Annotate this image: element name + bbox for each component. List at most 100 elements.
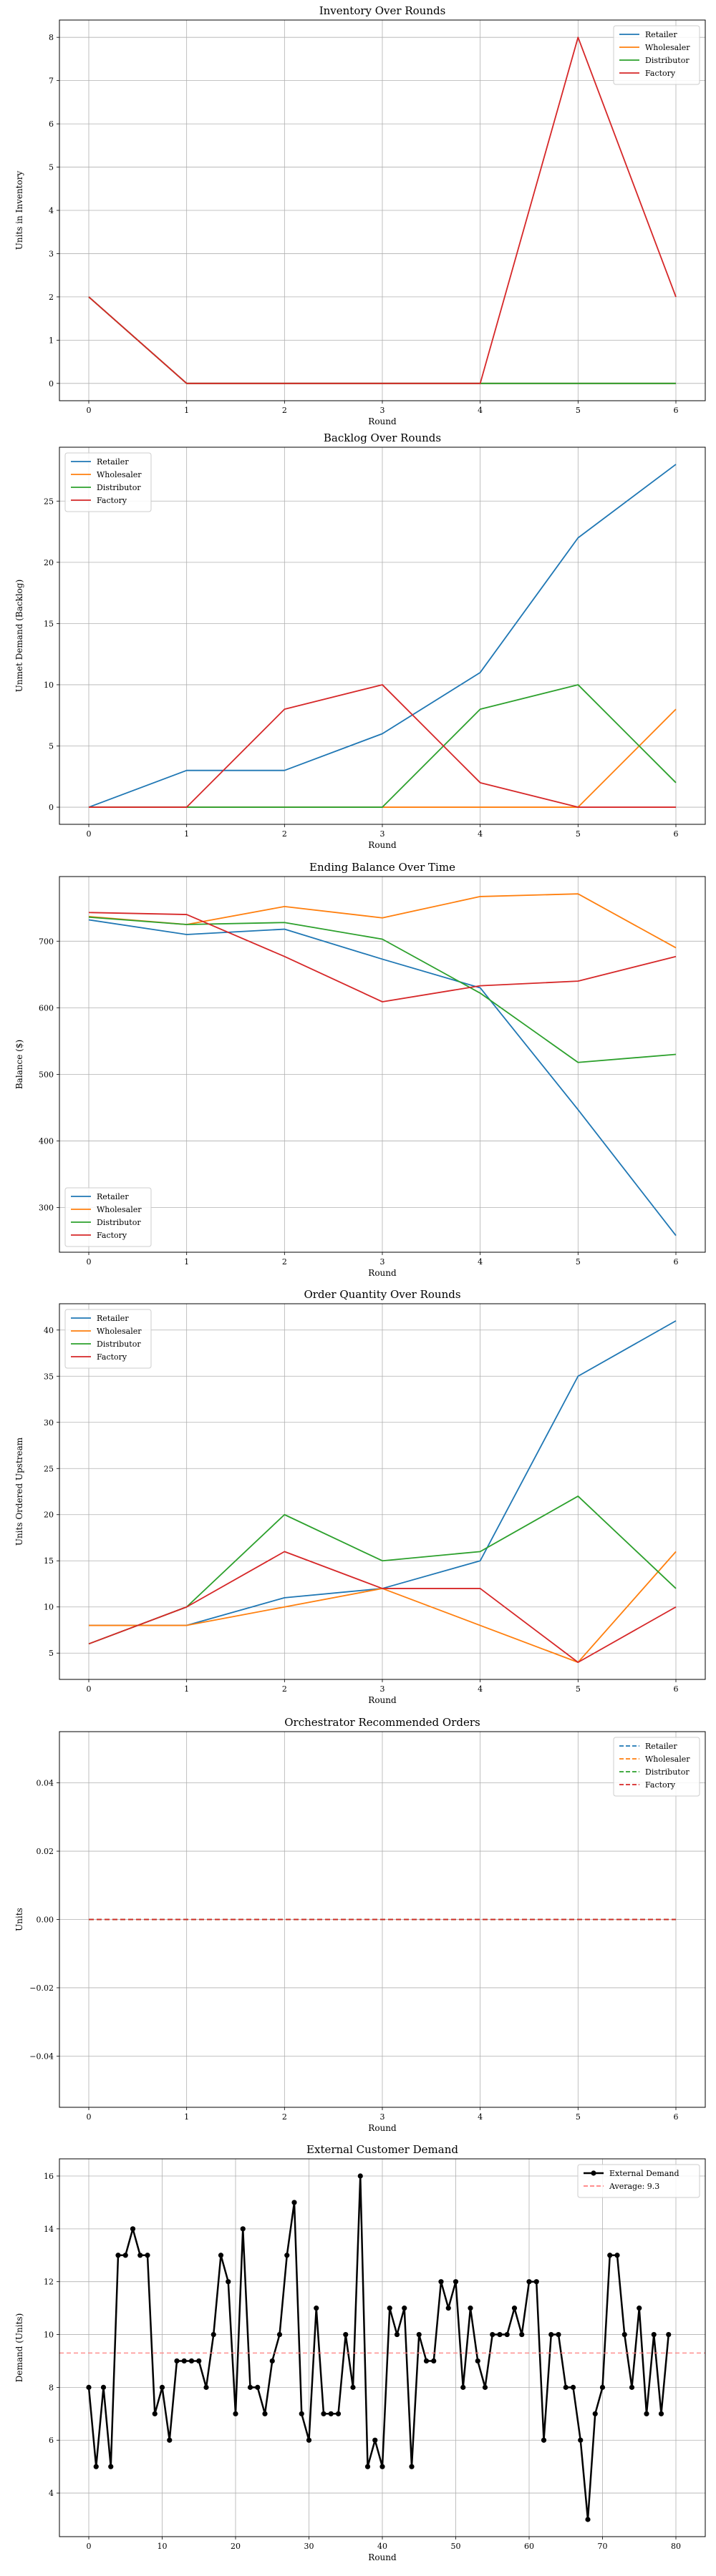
y-tick-label: 30 [44,1418,54,1428]
x-tick-label: 3 [380,829,385,839]
chart-3: 0 1 2 3 4 5 6 300 400 500 600 700 Ending Balance Ove… [14,861,706,1278]
x-tick-label: 1 [184,1684,189,1694]
data-point [93,2464,99,2469]
legend: Retailer Wholesaler Distributor Factory [64,1309,152,1369]
x-tick-label: 0 [87,1257,92,1267]
legend-label: Wholesaler [97,470,142,479]
x-axis-label: Round [368,2552,397,2562]
y-axis-label: Units in Inventory [14,171,24,250]
series-line-factory [88,36,677,384]
data-point [350,2384,356,2390]
x-tick-label: 3 [380,406,385,415]
y-tick-label: 6 [49,2436,54,2445]
y-tick-label: 8 [49,33,54,42]
data-point [519,2331,525,2338]
data-point [533,2279,539,2285]
data-point [614,2253,620,2258]
y-tick-label: 5 [49,163,54,172]
x-tick-label: 3 [380,1684,385,1694]
x-tick-label: 10 [158,2542,168,2551]
legend: External Demand Average: 9.3 [577,2164,700,2198]
legend-box [64,1187,152,1247]
legend-label: External Demand [609,2169,679,2178]
legend-label: Average: 9.3 [609,2182,659,2191]
y-tick-label: 5 [49,1649,54,1658]
y-tick-label: −0.02 [29,1984,54,1993]
chart-title: Orchestrator Recommended Orders [284,1716,480,1729]
data-point [115,2253,121,2258]
data-point [306,2437,312,2443]
data-point [541,2437,547,2443]
legend-label: Retailer [97,457,129,467]
chart-4: 0 1 2 3 4 5 6 5 10 15 20 25 30 35 40 Order Quantity Ove… [14,1288,706,1705]
data-point [196,2358,202,2364]
chart-6: 0 10 20 30 40 50 60 70 80 4 6 8 10 12 14 16 External Cus… [14,2143,706,2562]
data-point [651,2331,657,2338]
x-tick-label: 4 [478,2112,483,2122]
x-tick-label: 6 [674,1684,679,1694]
x-tick-label: 70 [598,2542,608,2551]
y-tick-label: 600 [39,1003,54,1013]
chart-title: Inventory Over Rounds [319,4,446,17]
data-point [357,2173,363,2179]
legend-label: Retailer [645,1742,677,1751]
x-tick-label: 5 [576,1257,581,1267]
data-point [130,2226,136,2232]
legend-box [613,1737,700,1797]
data-point [526,2279,532,2285]
data-point [570,2384,576,2390]
x-tick-label: 0 [87,1684,92,1694]
x-tick-label: 2 [282,1684,287,1694]
x-tick-label: 80 [671,2542,681,2551]
x-tick-label: 0 [87,829,92,839]
x-tick-label: 2 [282,829,287,839]
chart-title: Order Quantity Over Rounds [304,1288,460,1301]
legend-label: Factory [645,69,676,78]
legend-label: Factory [97,496,127,505]
x-tick-label: 6 [674,829,679,839]
data-point [240,2226,246,2232]
y-axis-label: Unmet Demand (Backlog) [14,580,24,693]
y-tick-label: 25 [44,1464,54,1473]
chart-1: 0 1 2 3 4 5 6 0 1 2 3 4 5 6 7 8 Inventory Over Rounds Rou… [14,4,706,426]
data-point [335,2411,342,2416]
x-axis-label: Round [368,1268,397,1278]
x-axis-label: Round [368,1695,397,1705]
data-point [269,2358,275,2364]
y-tick-label: 4 [49,206,54,215]
x-axis-label: Round [368,840,397,850]
series-line-retailer [88,464,677,808]
data-point [181,2358,187,2364]
y-tick-label: 6 [49,119,54,129]
x-tick-label: 30 [304,2542,314,2551]
y-tick-label: 12 [44,2278,54,2287]
x-tick-label: 3 [380,1257,385,1267]
data-point [379,2464,385,2469]
y-tick-label: 15 [44,1556,54,1566]
legend-label: Wholesaler [97,1205,142,1214]
legend-label: Distributor [645,1767,690,1777]
legend-label: Distributor [645,56,690,65]
data-point [431,2358,437,2364]
data-point [468,2306,473,2311]
plot-frame [59,876,706,1253]
x-tick-label: 0 [87,2112,92,2122]
data-point [423,2358,430,2364]
y-tick-label: 40 [44,1326,54,1335]
data-point [122,2253,128,2258]
data-point [174,2358,180,2364]
legend-label: Wholesaler [645,1755,690,1764]
chart-title: Ending Balance Over Time [309,861,455,874]
x-tick-label: 5 [576,2112,581,2122]
data-point [108,2464,114,2469]
x-tick-label: 4 [478,1257,483,1267]
plot-frame [59,2158,706,2537]
legend-label: Distributor [97,1340,141,1349]
data-point [592,2411,598,2416]
series-line-factory [88,912,677,1002]
x-tick-label: 6 [674,2112,679,2122]
data-point [460,2384,466,2390]
data-point [291,2200,297,2205]
series-line-factory [88,1551,677,1664]
